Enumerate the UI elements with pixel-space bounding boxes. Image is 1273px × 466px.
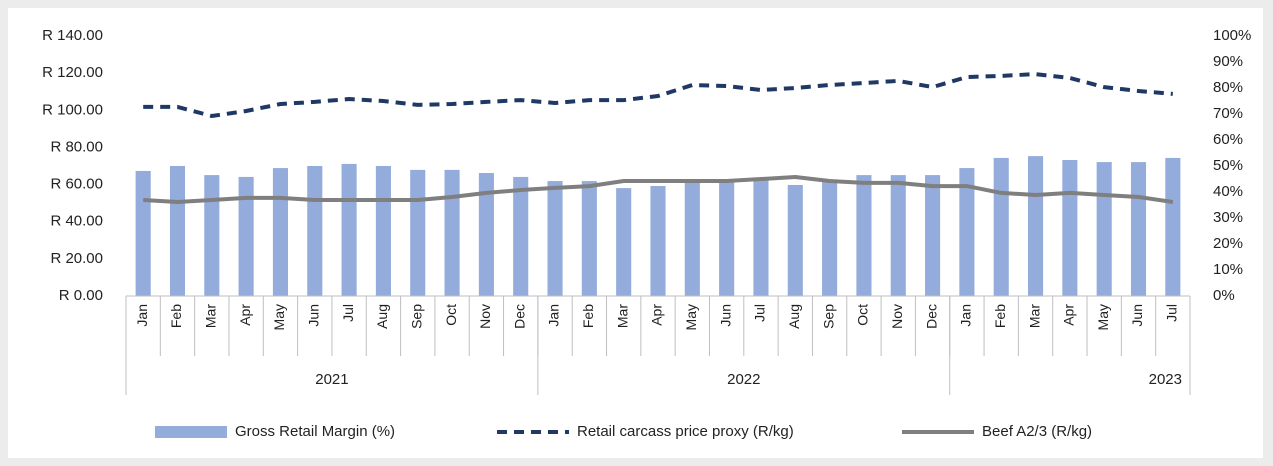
x-tick-label: Jan bbox=[546, 304, 562, 327]
x-tick-label: Feb bbox=[168, 304, 184, 328]
y-tick-label: R 20.00 bbox=[50, 250, 103, 267]
y2-tick-label: 10% bbox=[1213, 261, 1243, 278]
y-tick-label: R 60.00 bbox=[50, 176, 103, 193]
bar bbox=[135, 170, 151, 296]
x-tick-label: Jul bbox=[1164, 304, 1180, 322]
bar bbox=[238, 176, 254, 296]
line bbox=[143, 72, 1173, 118]
bar bbox=[169, 166, 186, 296]
bar bbox=[1062, 160, 1078, 296]
y-tick-label: R 100.00 bbox=[42, 101, 103, 118]
bar bbox=[1130, 162, 1147, 296]
bar bbox=[1027, 156, 1044, 296]
y-tick-label: R 40.00 bbox=[50, 213, 103, 230]
legend-label: Gross Retail Margin (%) bbox=[235, 423, 395, 440]
x-tick-label: Dec bbox=[923, 304, 939, 329]
bar bbox=[1165, 157, 1181, 296]
x-tick-label: Jul bbox=[340, 304, 356, 322]
bar bbox=[204, 175, 220, 296]
x-tick-label: Jul bbox=[752, 304, 768, 322]
x-tick-label: Feb bbox=[580, 304, 596, 328]
legend-label: Beef A2/3 (R/kg) bbox=[982, 423, 1092, 440]
x-tick-label: Nov bbox=[477, 304, 493, 329]
x-tick-label: Mar bbox=[203, 304, 219, 328]
x-tick-label: Nov bbox=[889, 304, 905, 329]
y-tick-label: R 0.00 bbox=[59, 287, 103, 304]
x-tick-label: Jan bbox=[958, 304, 974, 327]
bar bbox=[444, 169, 460, 296]
x-tick-label: Apr bbox=[1061, 304, 1077, 326]
bar bbox=[513, 176, 529, 296]
bar bbox=[890, 175, 906, 296]
x-tick-label: Aug bbox=[786, 304, 802, 329]
x-tick-label: Jun bbox=[717, 304, 733, 327]
x-tick-label: Mar bbox=[1026, 304, 1042, 328]
bar bbox=[993, 157, 1009, 296]
bar bbox=[925, 175, 941, 296]
bar bbox=[959, 168, 975, 296]
bar bbox=[856, 175, 872, 296]
y2-tick-label: 90% bbox=[1213, 53, 1243, 70]
x-tick-label: Jan bbox=[134, 304, 150, 327]
y2-tick-label: 50% bbox=[1213, 157, 1243, 174]
y2-tick-label: 70% bbox=[1213, 105, 1243, 122]
group-label: 2021 bbox=[315, 371, 348, 388]
bar bbox=[581, 181, 597, 296]
x-tick-label: May bbox=[1095, 304, 1111, 330]
bar bbox=[410, 169, 426, 296]
bar bbox=[753, 180, 769, 296]
x-tick-label: May bbox=[683, 304, 699, 330]
bar bbox=[787, 184, 803, 296]
y2-tick-label: 0% bbox=[1213, 287, 1235, 304]
y2-tick-label: 40% bbox=[1213, 183, 1243, 200]
x-tick-label: Feb bbox=[992, 304, 1008, 328]
x-tick-label: Oct bbox=[443, 304, 459, 326]
x-tick-label: Apr bbox=[237, 304, 253, 326]
bar bbox=[272, 168, 289, 296]
x-tick-label: Jun bbox=[305, 304, 321, 327]
bar bbox=[307, 166, 323, 296]
x-tick-label: Oct bbox=[855, 304, 871, 326]
x-tick-label: Apr bbox=[649, 304, 665, 326]
line bbox=[143, 175, 1174, 204]
x-tick-label: Mar bbox=[614, 304, 630, 328]
bar bbox=[684, 180, 700, 296]
y-tick-label: R 80.00 bbox=[50, 138, 103, 155]
y2-tick-label: 30% bbox=[1213, 209, 1243, 226]
x-tick-label: Jun bbox=[1129, 304, 1145, 327]
group-label: 2023 bbox=[1149, 371, 1182, 388]
x-tick-label: Dec bbox=[511, 304, 527, 329]
x-tick-label: Sep bbox=[820, 304, 836, 329]
legend-swatch bbox=[155, 426, 227, 438]
y-tick-label: R 120.00 bbox=[42, 64, 103, 81]
x-tick-label: Aug bbox=[374, 304, 390, 329]
y-tick-label: R 140.00 bbox=[42, 27, 103, 44]
y2-tick-label: 60% bbox=[1213, 131, 1243, 148]
bar bbox=[547, 181, 563, 296]
y2-tick-label: 20% bbox=[1213, 235, 1243, 252]
bar bbox=[375, 166, 391, 296]
bar bbox=[650, 186, 666, 296]
y2-tick-label: 80% bbox=[1213, 79, 1243, 96]
x-tick-label: Sep bbox=[408, 304, 424, 329]
bar bbox=[341, 163, 357, 296]
legend-label: Retail carcass price proxy (R/kg) bbox=[577, 423, 794, 440]
group-label: 2022 bbox=[727, 371, 760, 388]
bar bbox=[616, 188, 632, 296]
bar bbox=[1096, 162, 1112, 296]
bar bbox=[719, 180, 735, 296]
x-tick-label: May bbox=[271, 304, 287, 330]
bar bbox=[822, 180, 838, 296]
bar bbox=[478, 173, 494, 296]
y2-tick-label: 100% bbox=[1213, 27, 1251, 44]
